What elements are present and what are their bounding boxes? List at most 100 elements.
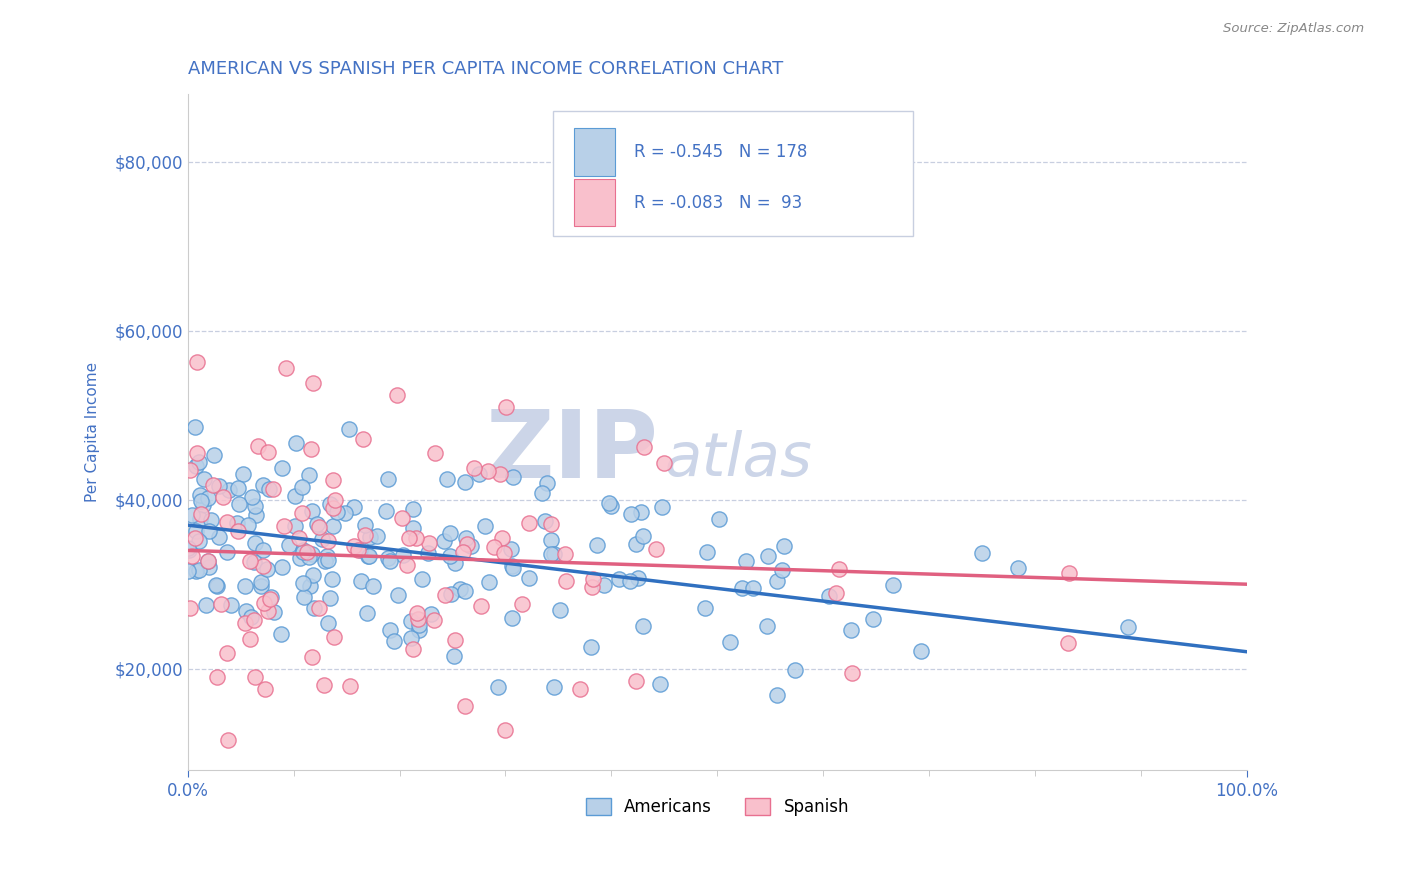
Point <box>202 449 225 463</box>
Y-axis label: Per Capita Income: Per Capita Income <box>86 362 100 502</box>
Point <box>323 630 346 644</box>
Point <box>607 572 630 586</box>
Point <box>398 531 420 545</box>
Point <box>439 526 461 541</box>
Point <box>305 516 328 531</box>
Point <box>292 544 315 558</box>
Point <box>624 536 647 550</box>
Text: atlas: atlas <box>665 430 813 489</box>
Point <box>470 599 492 613</box>
Point <box>197 554 219 568</box>
Point <box>215 545 238 559</box>
Point <box>343 500 366 515</box>
Point <box>770 563 793 577</box>
Point <box>295 545 318 559</box>
Point <box>517 571 540 585</box>
Point <box>531 486 554 500</box>
Point <box>540 547 562 561</box>
Point <box>482 540 505 554</box>
Point <box>246 439 269 453</box>
Point <box>357 549 380 564</box>
Point <box>624 673 647 688</box>
Point <box>477 464 499 478</box>
Point <box>696 545 718 559</box>
Point <box>205 578 228 592</box>
Point <box>311 533 333 547</box>
Point <box>318 497 340 511</box>
Point <box>314 678 336 692</box>
Point <box>361 579 384 593</box>
Point <box>631 529 654 543</box>
Point <box>783 663 806 677</box>
Point <box>382 634 405 648</box>
Point <box>186 446 208 460</box>
Point <box>463 461 485 475</box>
Point <box>245 508 267 522</box>
Point <box>396 558 419 573</box>
Bar <box>574 179 614 227</box>
Point <box>599 499 621 513</box>
Bar <box>574 128 614 176</box>
Point <box>818 589 841 603</box>
Point <box>252 559 274 574</box>
Point <box>433 534 456 549</box>
Point <box>177 564 200 578</box>
Point <box>492 546 515 560</box>
Text: ZIP: ZIP <box>486 407 659 499</box>
Point <box>773 540 796 554</box>
Point <box>433 588 456 602</box>
Point <box>568 682 591 697</box>
Point <box>198 524 221 538</box>
Point <box>619 574 641 588</box>
Point <box>316 615 339 630</box>
Point <box>233 579 256 593</box>
Point <box>718 634 741 648</box>
Point <box>301 504 323 518</box>
Point <box>474 518 496 533</box>
Point <box>193 472 215 486</box>
Point <box>709 512 731 526</box>
Point <box>217 733 239 747</box>
Point <box>402 502 425 516</box>
Point <box>741 581 763 595</box>
Point <box>259 590 281 604</box>
Point <box>236 517 259 532</box>
Point <box>766 688 789 702</box>
Point <box>209 597 232 611</box>
Point <box>239 554 262 568</box>
Point <box>256 604 278 618</box>
Point <box>730 582 752 596</box>
Point <box>292 576 315 591</box>
Point <box>627 570 650 584</box>
Point <box>205 579 228 593</box>
Point <box>391 511 413 525</box>
Point <box>357 549 380 563</box>
Point <box>766 574 789 588</box>
Point <box>243 499 266 513</box>
Point <box>456 537 478 551</box>
Point <box>187 563 209 577</box>
Point <box>451 545 474 559</box>
Point <box>263 605 285 619</box>
Point <box>270 460 292 475</box>
Point <box>406 612 429 626</box>
Point <box>212 490 235 504</box>
Point <box>197 491 219 505</box>
Point <box>301 547 323 561</box>
Point <box>226 516 249 530</box>
Point <box>581 580 603 594</box>
Point <box>190 493 212 508</box>
Point <box>218 483 240 497</box>
Point <box>314 554 336 568</box>
Point <box>243 613 266 627</box>
Point <box>239 610 262 624</box>
Point <box>298 468 321 483</box>
Point <box>454 475 477 489</box>
Point <box>453 584 475 599</box>
Point <box>735 554 758 568</box>
Point <box>454 699 477 714</box>
Point <box>253 682 276 697</box>
Point <box>259 592 281 607</box>
Point <box>543 680 565 694</box>
Point <box>333 506 356 520</box>
